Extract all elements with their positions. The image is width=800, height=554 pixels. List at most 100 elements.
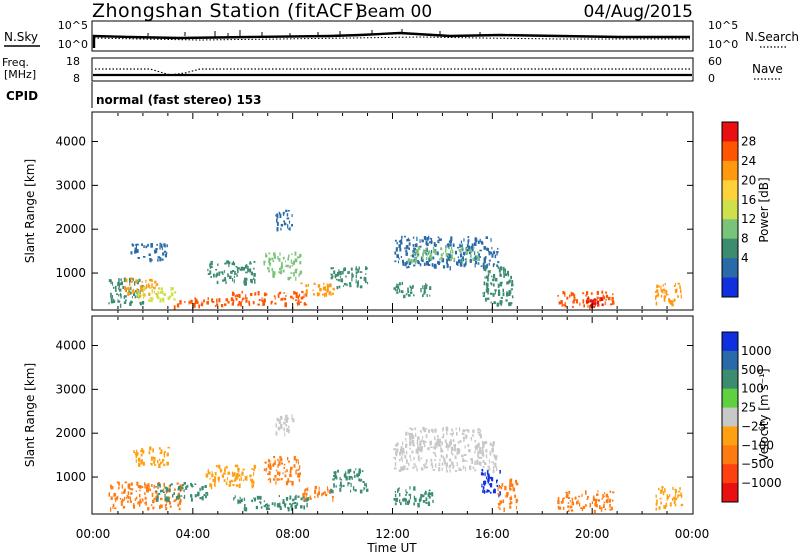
scatter-mark (129, 500, 132, 503)
scatter-mark (204, 495, 207, 499)
scatter-mark (278, 211, 281, 215)
scatter-mark (232, 270, 235, 272)
scatter-mark (124, 295, 127, 298)
scatter-mark (279, 291, 282, 294)
scatter-mark (150, 278, 153, 282)
colorbar-segment (722, 332, 738, 352)
scatter-mark (591, 501, 594, 504)
colorbar-tick-label: 100 (741, 382, 764, 396)
scatter-mark (123, 301, 127, 304)
scatter-mark (142, 461, 145, 466)
scatter-mark (135, 244, 137, 249)
scatter-mark (205, 473, 209, 478)
scatter-mark (177, 494, 180, 499)
scatter-mark (250, 278, 252, 283)
y-tick-label: 3000 (55, 382, 86, 396)
scatter-mark (130, 281, 134, 283)
scatter-mark (655, 301, 658, 306)
cpid-value: normal (fast stereo) 153 (96, 93, 262, 107)
scatter-mark (294, 269, 297, 274)
scatter-mark (279, 267, 282, 271)
scatter-mark (127, 500, 129, 503)
scatter-mark (477, 431, 480, 434)
scatter-mark (285, 414, 288, 419)
scatter-mark (281, 458, 283, 462)
scatter-mark (480, 240, 483, 244)
scatter-mark (425, 251, 428, 256)
scatter-mark (511, 483, 514, 487)
scatter-mark (423, 442, 425, 445)
scatter-mark (680, 492, 682, 497)
scatter-mark (290, 272, 293, 274)
x-tick-label: 20:00 (575, 527, 610, 541)
scatter-mark (604, 508, 607, 511)
scatter-mark (179, 300, 182, 305)
nsky-trace (92, 31, 690, 48)
scatter-mark (515, 483, 519, 486)
scatter-mark (208, 471, 211, 475)
scatter-mark (609, 490, 612, 493)
scatter-mark (263, 260, 266, 263)
colorbar-frame (721, 121, 739, 298)
scatter-mark (194, 302, 196, 305)
scatter-mark (224, 270, 226, 273)
scatter-mark (425, 248, 427, 250)
scatter-mark (494, 254, 497, 259)
scatter-mark (329, 283, 332, 288)
scatter-mark (498, 493, 500, 498)
scatter-mark (612, 491, 615, 494)
scatter-mark (295, 292, 298, 296)
scatter-mark (199, 487, 201, 492)
scatter-mark (425, 260, 428, 266)
colorbar-tick-label: 25 (741, 401, 756, 415)
scatter-mark (569, 294, 571, 298)
scatter-mark (327, 486, 328, 489)
scatter-mark (670, 302, 672, 305)
scatter-mark (215, 274, 217, 278)
scatter-mark (297, 302, 299, 307)
scatter-mark (169, 295, 172, 299)
scatter-mark (136, 288, 138, 291)
scatter-mark (157, 287, 161, 290)
scatter-mark (118, 481, 120, 486)
scatter-mark (269, 262, 271, 266)
scatter-mark (602, 296, 606, 300)
scatter-mark (609, 303, 613, 306)
scatter-mark (228, 263, 230, 268)
scatter-mark (335, 476, 337, 480)
scatter-mark (164, 493, 166, 498)
scatter-mark (587, 305, 589, 308)
scatter-mark (148, 485, 150, 488)
scatter-mark (489, 292, 493, 295)
scatter-mark (411, 254, 415, 258)
scatter-mark (316, 292, 320, 297)
scatter-mark (286, 469, 288, 473)
scatter-mark (146, 488, 149, 493)
scatter-mark (573, 299, 576, 301)
scatter-mark (470, 245, 474, 249)
scatter-mark (245, 278, 247, 284)
scatter-mark (155, 285, 157, 287)
scatter-mark (202, 302, 204, 305)
scatter-mark (199, 497, 202, 500)
scatter-mark (129, 496, 131, 501)
scatter-mark (225, 481, 228, 486)
scatter-mark (485, 288, 489, 293)
scatter-mark (198, 304, 200, 309)
scatter-mark (423, 236, 427, 240)
scatter-mark (471, 243, 474, 247)
power-plot-frame (91, 111, 694, 311)
scatter-mark (265, 252, 267, 256)
scatter-mark (214, 483, 216, 487)
scatter-mark (677, 282, 681, 285)
scatter-mark (353, 474, 356, 478)
scatter-mark (287, 224, 289, 229)
scatter-mark (429, 440, 432, 446)
scatter-mark (160, 287, 163, 291)
scatter-mark (428, 235, 430, 240)
scatter-mark (147, 283, 150, 288)
scatter-mark (476, 460, 479, 465)
scatter-mark (665, 289, 668, 295)
scatter-mark (413, 252, 416, 255)
